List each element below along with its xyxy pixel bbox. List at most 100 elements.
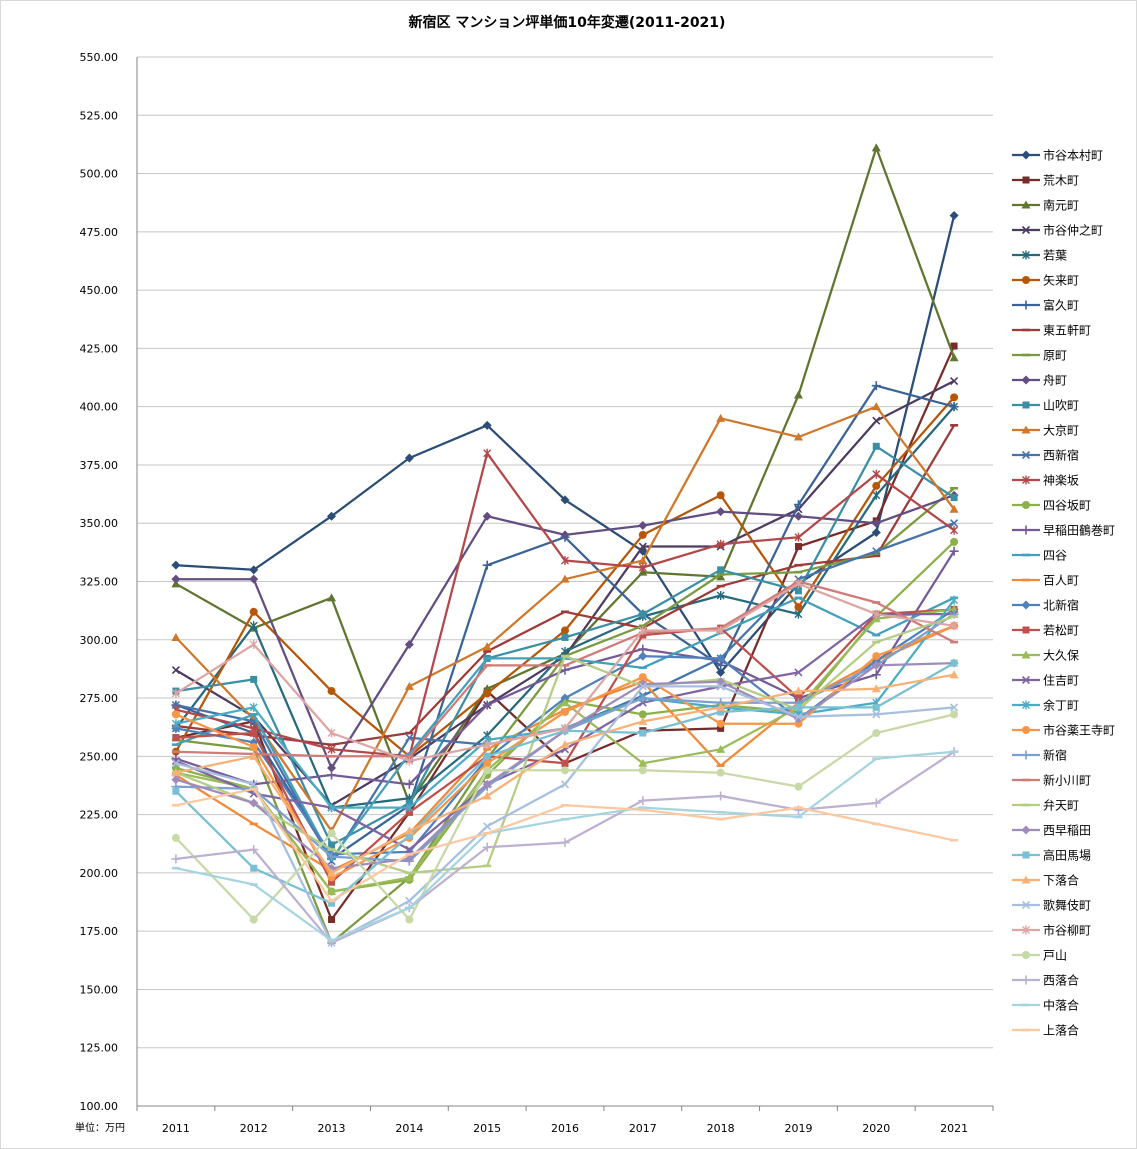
- data-point-s29-2021: [950, 659, 958, 667]
- series-14: [171, 448, 959, 761]
- y-tick-label: 125.00: [80, 1042, 119, 1055]
- data-point-s29-2019: [794, 703, 802, 711]
- y-tick-label: 225.00: [80, 809, 119, 822]
- legend-swatch-marker: [1021, 825, 1031, 835]
- data-point-s14-2017: [638, 563, 647, 573]
- data-point-s31-2021: [950, 703, 959, 712]
- legend-label: 若葉: [1043, 249, 1067, 263]
- legend-label: 歌舞伎町: [1043, 898, 1091, 913]
- data-point-s24-2019: [794, 719, 803, 728]
- legend-item: 住吉町: [1012, 674, 1079, 688]
- data-point-s28-2020: [871, 660, 881, 670]
- y-tick-label: 350.00: [80, 517, 119, 530]
- legend-label: 市谷薬王寺町: [1043, 723, 1115, 738]
- y-tick-label: 175.00: [80, 925, 119, 938]
- legend-label: 住吉町: [1043, 674, 1079, 688]
- data-point-s3-2021: [949, 353, 959, 362]
- data-point-s34-2017: [638, 796, 648, 806]
- data-point-s29-2014: [405, 832, 413, 840]
- data-point-s29-2020: [872, 703, 880, 711]
- legend-swatch-marker: [1021, 875, 1031, 884]
- data-point-s23-2012: [249, 702, 258, 712]
- data-point-s14-2020: [872, 469, 881, 479]
- y-tick-label: 325.00: [80, 576, 119, 589]
- legend-label: 原町: [1043, 349, 1067, 363]
- data-point-s25-2013: [327, 852, 337, 862]
- data-point-s30-2021: [949, 670, 959, 679]
- data-point-s13-2021: [950, 519, 959, 528]
- legend-label: 山吹町: [1043, 399, 1079, 413]
- data-point-s11-2014: [405, 799, 413, 807]
- data-point-s10-2011: [171, 574, 181, 584]
- legend-label: 戸山: [1043, 949, 1067, 963]
- legend-item: 市谷仲之町: [1012, 223, 1103, 238]
- y-tick-label: 375.00: [80, 459, 119, 472]
- data-point-s6-2020: [872, 481, 881, 490]
- data-point-s23-2014: [405, 803, 414, 813]
- data-point-s1-2020: [871, 528, 881, 538]
- data-point-s28-2015: [482, 779, 492, 789]
- data-point-s33-2019: [794, 782, 803, 791]
- data-point-s11-2017: [639, 610, 647, 618]
- data-point-s12-2011: [171, 632, 181, 641]
- y-tick-label: 150.00: [80, 983, 119, 996]
- legend-swatch-marker: [1021, 200, 1031, 209]
- x-tick-label: 2013: [318, 1122, 346, 1135]
- data-point-s12-2021: [949, 504, 959, 513]
- legend-swatch-marker: [1022, 176, 1030, 184]
- legend-item: 百人町: [1012, 574, 1079, 588]
- data-point-s32-2021: [950, 621, 959, 631]
- y-tick-label: 500.00: [80, 168, 119, 181]
- legend-label: 市谷本村町: [1043, 148, 1103, 163]
- x-tick-label: 2011: [162, 1122, 190, 1135]
- data-point-s13-2014: [405, 733, 414, 742]
- data-point-s10-2017: [638, 521, 648, 531]
- data-point-s33-2012: [249, 915, 258, 924]
- data-point-s6-2016: [561, 626, 569, 635]
- data-point-s16-2020: [871, 670, 881, 680]
- legend-item: 大久保: [1012, 649, 1079, 663]
- x-tick-label: 2020: [862, 1122, 890, 1135]
- y-tick-label: 525.00: [80, 109, 119, 122]
- data-point-s33-2018: [716, 768, 725, 777]
- legend-item: 西落合: [1012, 973, 1079, 988]
- data-point-s12-2018: [716, 413, 726, 422]
- legend-item: 市谷本村町: [1012, 148, 1103, 163]
- y-tick-label: 250.00: [80, 750, 119, 763]
- legend-item: 西新宿: [1012, 448, 1079, 463]
- data-point-s6-2013: [327, 687, 336, 696]
- data-point-s32-2014: [405, 756, 414, 766]
- data-point-s1-2021: [949, 211, 959, 221]
- data-point-s2-2019: [794, 543, 802, 551]
- data-point-s34-2015: [482, 842, 492, 852]
- data-point-s3-2018: [716, 572, 726, 581]
- legend-swatch-marker: [1022, 276, 1030, 284]
- legend-label: 西落合: [1043, 973, 1079, 988]
- data-point-s21-2014: [404, 873, 414, 882]
- legend-swatch-marker: [1022, 700, 1030, 710]
- data-point-s4-2020: [872, 416, 881, 425]
- y-tick-label: 400.00: [80, 401, 119, 414]
- data-point-s24-2020: [872, 652, 881, 661]
- data-point-s29-2017: [639, 729, 647, 737]
- data-point-s33-2013: [327, 829, 336, 838]
- data-point-s29-2013: [328, 899, 336, 907]
- legend-label: 四谷坂町: [1043, 499, 1091, 513]
- data-point-s5-2012: [249, 621, 258, 631]
- series-30: [171, 670, 959, 877]
- legend-label: 百人町: [1043, 574, 1079, 588]
- data-point-s14-2021: [950, 525, 959, 535]
- data-point-s30-2015: [482, 791, 492, 800]
- data-point-s12-2019: [793, 432, 803, 441]
- data-point-s14-2018: [716, 539, 725, 549]
- data-point-s19-2016: [560, 693, 570, 703]
- data-point-s24-2015: [483, 759, 492, 768]
- data-point-s10-2019: [793, 511, 803, 521]
- data-point-s12-2015: [482, 642, 492, 651]
- data-point-s30-2013: [327, 868, 337, 877]
- x-tick-label: 2021: [940, 1122, 968, 1135]
- data-point-s20-2013: [328, 878, 336, 886]
- data-point-s31-2015: [483, 822, 492, 831]
